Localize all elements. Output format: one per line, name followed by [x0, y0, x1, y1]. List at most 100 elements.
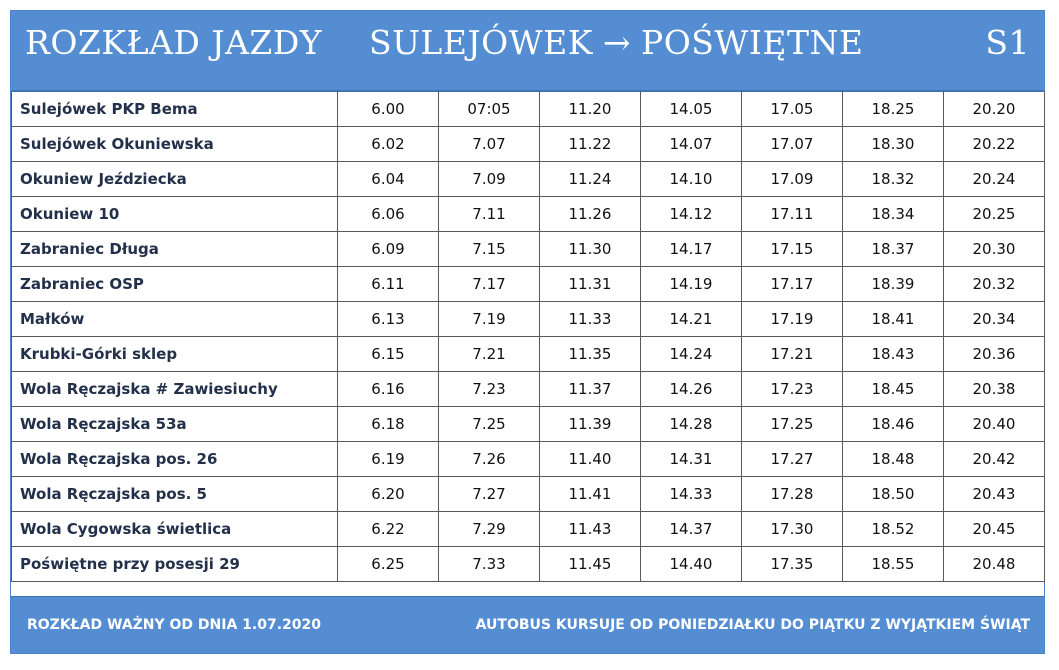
departure-time: 17.17: [741, 266, 843, 302]
departure-time: 6.02: [337, 126, 439, 162]
departure-time: 18.43: [842, 336, 944, 372]
departure-time: 11.20: [539, 91, 641, 127]
departure-time: 14.24: [640, 336, 742, 372]
departure-time: 6.16: [337, 371, 439, 407]
departure-time: 18.50: [842, 476, 944, 512]
departure-time: 20.20: [943, 91, 1045, 127]
departure-time: 18.41: [842, 301, 944, 337]
departure-time: 6.00: [337, 91, 439, 127]
table-row: Okuniew 10 6.06 7.11 11.26 14.12 17.11 18.34 20…: [11, 196, 1045, 232]
valid-from-text: ROZKŁAD WAŻNY OD DNIA 1.07.2020: [27, 617, 322, 633]
departure-time: 11.41: [539, 476, 641, 512]
departure-time: 18.48: [842, 441, 944, 477]
timetable-grid: Sulejówek PKP Bema 6.00 07:05 11.20 14.05 17.…: [11, 91, 1045, 582]
stop-name: Wola Cygowska świetlica: [11, 511, 338, 547]
route-label: SULEJÓWEK → POŚWIĘTNE: [369, 23, 863, 63]
departure-time: 6.06: [337, 196, 439, 232]
departure-time: 14.37: [640, 511, 742, 547]
departure-time: 07:05: [438, 91, 540, 127]
departure-time: 20.32: [943, 266, 1045, 302]
departure-time: 20.24: [943, 161, 1045, 197]
table-row: Małków 6.13 7.19 11.33 14.21 17.19 18.41 20.34: [11, 301, 1045, 337]
departure-time: 11.43: [539, 511, 641, 547]
departure-time: 11.24: [539, 161, 641, 197]
departure-time: 17.05: [741, 91, 843, 127]
departure-time: 20.25: [943, 196, 1045, 232]
stop-name: Okuniew 10: [11, 196, 338, 232]
route-arrow-icon: →: [602, 23, 632, 62]
departure-time: 14.33: [640, 476, 742, 512]
timetable-header: ROZKŁAD JAZDY SULEJÓWEK → POŚWIĘTNE S1: [11, 11, 1044, 91]
departure-time: 18.46: [842, 406, 944, 442]
departure-time: 6.18: [337, 406, 439, 442]
timetable-footer: ROZKŁAD WAŻNY OD DNIA 1.07.2020 AUTOBUS …: [11, 596, 1044, 653]
departure-time: 20.48: [943, 546, 1045, 582]
departure-time: 6.11: [337, 266, 439, 302]
departure-time: 20.43: [943, 476, 1045, 512]
departure-time: 18.30: [842, 126, 944, 162]
table-row: Wola Ręczajska pos. 26 6.19 7.26 11.40 14.31…: [11, 441, 1045, 477]
departure-time: 7.23: [438, 371, 540, 407]
stop-name: Wola Ręczajska pos. 5: [11, 476, 338, 512]
departure-time: 17.09: [741, 161, 843, 197]
stop-name: Wola Ręczajska pos. 26: [11, 441, 338, 477]
departure-time: 20.45: [943, 511, 1045, 547]
line-number: S1: [985, 23, 1030, 62]
departure-time: 14.17: [640, 231, 742, 267]
departure-time: 6.09: [337, 231, 439, 267]
departure-time: 6.13: [337, 301, 439, 337]
departure-time: 20.42: [943, 441, 1045, 477]
departure-time: 6.22: [337, 511, 439, 547]
departure-time: 17.19: [741, 301, 843, 337]
departure-time: 14.10: [640, 161, 742, 197]
departure-time: 18.32: [842, 161, 944, 197]
departure-time: 6.04: [337, 161, 439, 197]
departure-time: 20.40: [943, 406, 1045, 442]
table-row: Krubki-Górki sklep 6.15 7.21 11.35 14.24 17.2…: [11, 336, 1045, 372]
departure-time: 6.19: [337, 441, 439, 477]
departure-time: 18.37: [842, 231, 944, 267]
departure-time: 14.12: [640, 196, 742, 232]
stop-name: Małków: [11, 301, 338, 337]
departure-time: 14.05: [640, 91, 742, 127]
departure-time: 17.21: [741, 336, 843, 372]
departure-time: 18.45: [842, 371, 944, 407]
departure-time: 20.30: [943, 231, 1045, 267]
departure-time: 7.15: [438, 231, 540, 267]
departure-time: 6.15: [337, 336, 439, 372]
stop-name: Sulejówek PKP Bema: [11, 91, 338, 127]
departure-time: 7.25: [438, 406, 540, 442]
departure-time: 14.26: [640, 371, 742, 407]
departure-time: 17.27: [741, 441, 843, 477]
departure-time: 17.15: [741, 231, 843, 267]
departure-time: 11.45: [539, 546, 641, 582]
table-row: Poświętne przy posesji 29 6.25 7.33 11.45 14…: [11, 546, 1045, 582]
stop-name: Zabraniec OSP: [11, 266, 338, 302]
departure-time: 14.07: [640, 126, 742, 162]
departure-time: 7.33: [438, 546, 540, 582]
departure-time: 11.31: [539, 266, 641, 302]
timetable-frame: ROZKŁAD JAZDY SULEJÓWEK → POŚWIĘTNE S1 Sul…: [10, 10, 1045, 654]
departure-time: 20.34: [943, 301, 1045, 337]
departure-time: 11.26: [539, 196, 641, 232]
stop-name: Wola Ręczajska 53a: [11, 406, 338, 442]
stop-name: Sulejówek Okuniewska: [11, 126, 338, 162]
route-destination: POŚWIĘTNE: [641, 23, 864, 62]
departure-time: 7.27: [438, 476, 540, 512]
departure-time: 17.35: [741, 546, 843, 582]
departure-time: 14.40: [640, 546, 742, 582]
departure-time: 20.38: [943, 371, 1045, 407]
departure-time: 18.52: [842, 511, 944, 547]
departure-time: 18.39: [842, 266, 944, 302]
departure-time: 7.26: [438, 441, 540, 477]
departure-time: 20.22: [943, 126, 1045, 162]
departure-time: 14.28: [640, 406, 742, 442]
departure-time: 7.09: [438, 161, 540, 197]
departure-time: 18.55: [842, 546, 944, 582]
departure-time: 11.30: [539, 231, 641, 267]
table-row: Wola Cygowska świetlica 6.22 7.29 11.43 14.3…: [11, 511, 1045, 547]
service-days-note: AUTOBUS KURSUJE OD PONIEDZIAŁKU DO PIĄTK…: [475, 617, 1030, 633]
departure-time: 17.30: [741, 511, 843, 547]
departure-time: 7.07: [438, 126, 540, 162]
departure-time: 18.34: [842, 196, 944, 232]
